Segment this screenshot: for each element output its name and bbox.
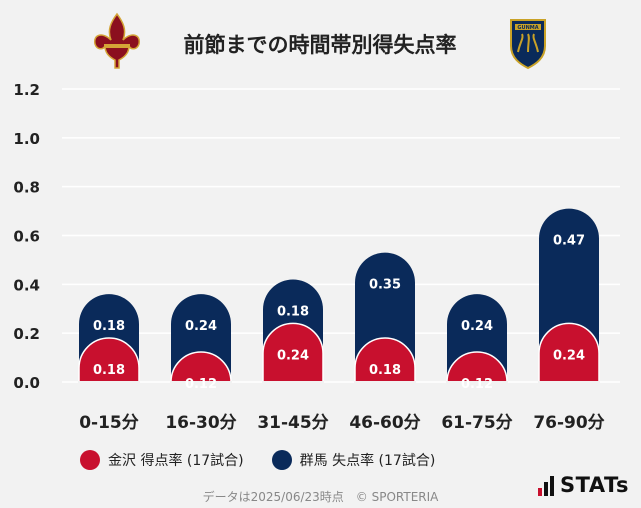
bar-base — [354, 381, 416, 384]
stats-logo: STATs — [538, 474, 629, 496]
data-label-home: 0.24 — [277, 348, 309, 363]
data-label-home: 0.12 — [185, 377, 217, 392]
chart: 0.0 0.2 0.4 0.6 0.8 1.0 1.2 0.18 0.18 0-15分 0.12 0… — [13, 12, 620, 433]
x-tick-label: 46-60分 — [349, 413, 420, 433]
data-label-away: 0.24 — [185, 319, 217, 334]
bar-base — [538, 381, 600, 384]
bar-base — [170, 381, 232, 384]
legend: 金沢 得点率 (17試合) 群馬 失点率 (17試合) — [80, 450, 463, 470]
bar-home — [354, 337, 416, 383]
legend-dot-home — [80, 450, 100, 470]
y-tick-label: 0.0 — [13, 374, 40, 392]
data-label-home: 0.12 — [461, 377, 493, 392]
data-label-away: 0.47 — [553, 234, 585, 249]
chart-title: 前節までの時間帯別得失点率 — [184, 33, 457, 57]
legend-label-home: 金沢 得点率 (17試合) — [108, 453, 244, 469]
bar-home — [78, 337, 140, 383]
bar-base — [262, 381, 324, 384]
gunma-crest-label: GUNMA — [517, 25, 538, 31]
data-label-away: 0.24 — [461, 319, 493, 334]
stats-bars-icon — [538, 474, 555, 496]
legend-dot-away — [271, 450, 292, 470]
footer-note: データは2025/06/23時点 © SPORTERIA — [202, 490, 439, 504]
y-tick-label: 0.6 — [13, 228, 40, 246]
bar-home — [170, 351, 232, 383]
y-tick-label: 0.4 — [13, 276, 40, 294]
data-label-home: 0.18 — [369, 363, 401, 378]
legend-item-away: 群馬 失点率 (17試合) — [271, 450, 436, 470]
x-tick-label: 16-30分 — [165, 413, 236, 433]
stats-brand-text: STATs — [560, 473, 629, 497]
bar-home — [538, 322, 600, 383]
bar-base — [446, 381, 508, 384]
kanazawa-crest-icon — [94, 12, 140, 69]
x-tick-label: 61-75分 — [441, 413, 512, 433]
bar-home — [446, 351, 508, 383]
y-tick-label: 0.8 — [13, 179, 40, 197]
x-tick-label: 0-15分 — [79, 413, 139, 433]
bar-home — [262, 322, 324, 383]
x-tick-label: 31-45分 — [257, 413, 328, 433]
y-tick-label: 0.2 — [13, 325, 40, 343]
data-label-away: 0.35 — [369, 278, 401, 293]
data-label-home: 0.18 — [93, 363, 125, 378]
bar-base — [78, 381, 140, 384]
data-label-home: 0.24 — [553, 348, 585, 363]
x-tick-label: 76-90分 — [533, 413, 604, 433]
legend-item-home: 金沢 得点率 (17試合) — [80, 450, 244, 470]
y-tick-label: 1.2 — [13, 81, 40, 99]
data-label-away: 0.18 — [93, 319, 125, 334]
legend-label-away: 群馬 失点率 (17試合) — [299, 453, 436, 469]
y-tick-label: 1.0 — [13, 130, 40, 148]
data-label-away: 0.18 — [277, 304, 309, 319]
gunma-crest-icon: GUNMA — [510, 19, 546, 70]
